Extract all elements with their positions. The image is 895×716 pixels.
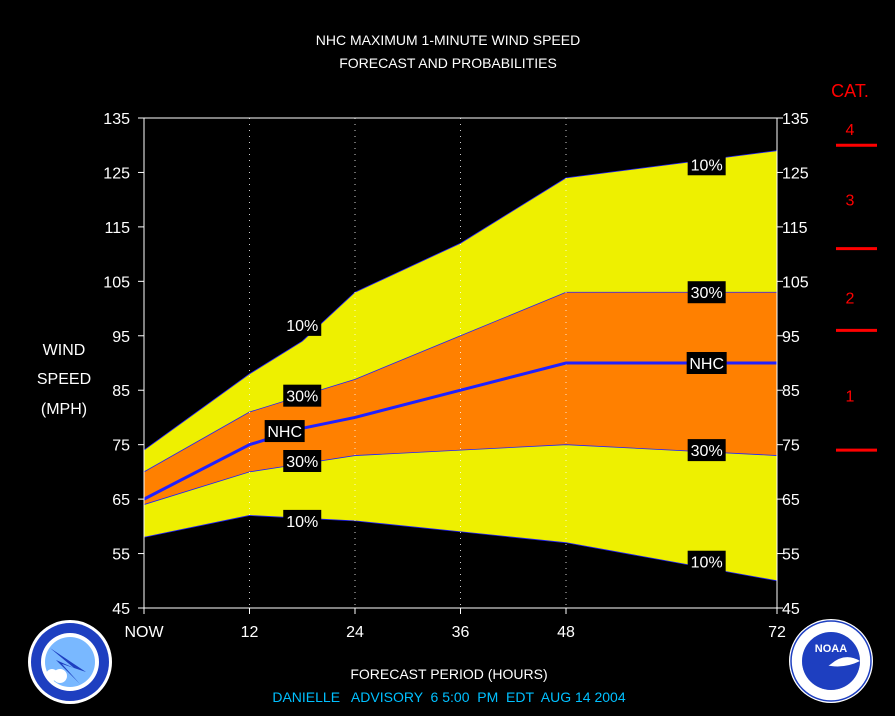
nws-logo xyxy=(28,620,112,704)
x-tick-label-36: 36 xyxy=(452,624,470,641)
band-label-5: 10% xyxy=(691,157,723,174)
y-tick-label-left-135: 135 xyxy=(103,111,130,128)
category-label-1: 1 xyxy=(846,389,855,406)
band-label-bg-2 xyxy=(264,420,305,443)
band-labels: 10% 30% NHC 30% 10% 10% 30% NHC 30% 10% xyxy=(264,153,727,573)
y-tick-label-left-115: 115 xyxy=(104,220,130,237)
nhc-forecast-line xyxy=(143,361,777,501)
y-tick-label-right-135: 135 xyxy=(782,111,809,128)
y-axis-label-line1: WIND xyxy=(43,342,86,359)
chart-title-line1: NHC MAXIMUM 1-MINUTE WIND SPEED xyxy=(316,32,580,48)
x-tick-label-72: 72 xyxy=(768,624,786,641)
band-label-bg-1 xyxy=(283,384,322,407)
y-tick-label-right-75: 75 xyxy=(782,438,800,455)
band-label-bg-9 xyxy=(687,550,726,573)
x-axis-label: FORECAST PERIOD (HOURS) xyxy=(350,666,547,682)
category-label-2: 2 xyxy=(846,291,855,308)
y-tick-label-right-65: 65 xyxy=(782,492,800,509)
y-tick-label-left-95: 95 xyxy=(112,329,130,346)
y-tick-label-right-55: 55 xyxy=(782,547,800,564)
x-tick-label-NOW: NOW xyxy=(124,624,164,641)
y-tick-label-left-45: 45 xyxy=(112,601,130,618)
advisory-text: DANIELLE ADVISORY 6 5:00 PM EDT AUG 14 2… xyxy=(272,689,626,705)
y-tick-label-right-125: 125 xyxy=(782,165,809,182)
band-label-bg-8 xyxy=(687,439,726,462)
x-tick-label-12: 12 xyxy=(241,624,259,641)
y-tick-label-left-125: 125 xyxy=(103,165,130,182)
x-tick-label-24: 24 xyxy=(346,624,364,641)
category-scale: CAT. 4 3 2 1 xyxy=(831,81,877,452)
y-tick-label-left-105: 105 xyxy=(103,274,130,291)
band-label-3: 30% xyxy=(286,454,318,471)
band-label-1: 30% xyxy=(286,389,318,406)
band-label-0: 10% xyxy=(286,318,318,335)
y-tick-label-left-65: 65 xyxy=(112,492,130,509)
y-axis-label-line3: (MPH) xyxy=(41,401,87,418)
nhc-forecast-polyline xyxy=(143,361,777,501)
y-tick-label-left-75: 75 xyxy=(112,438,130,455)
lightning-icon xyxy=(50,648,86,684)
x-tick-label-48: 48 xyxy=(557,624,575,641)
y-tick-label-right-85: 85 xyxy=(782,383,800,400)
category-label-3: 3 xyxy=(846,193,855,210)
band-label-2: NHC xyxy=(267,424,302,441)
y-axis-label-line2: SPEED xyxy=(37,371,91,388)
band-label-bg-7 xyxy=(686,352,727,374)
band-label-4: 10% xyxy=(286,514,318,531)
y-tick-label-right-45: 45 xyxy=(782,601,800,618)
band-label-bg-5 xyxy=(687,153,726,176)
band-label-bg-3 xyxy=(283,450,322,472)
band-label-7: NHC xyxy=(689,356,724,373)
vertical-gridlines xyxy=(249,118,567,608)
band-label-6: 30% xyxy=(691,285,723,302)
band-label-9: 10% xyxy=(691,555,723,572)
band-label-bg-0 xyxy=(283,313,322,336)
band-label-8: 30% xyxy=(691,443,723,460)
category-title: CAT. xyxy=(831,81,869,101)
category-label-4: 4 xyxy=(846,122,855,139)
axes: 45 45 55 55 65 65 75 75 85 85 95 95 105 105 115 115 125 1… xyxy=(103,111,809,641)
band-label-bg-6 xyxy=(687,281,726,304)
y-tick-label-left-85: 85 xyxy=(112,383,130,400)
band-edge-lower-inner xyxy=(143,444,778,505)
y-tick-label-right-95: 95 xyxy=(782,329,800,346)
noaa-logo: NOAA xyxy=(789,619,873,703)
band-label-bg-4 xyxy=(283,509,322,532)
y-tick-label-left-55: 55 xyxy=(112,547,130,564)
chart-title-line2: FORECAST AND PROBABILITIES xyxy=(339,55,557,71)
y-tick-label-right-105: 105 xyxy=(782,274,809,291)
noaa-logo-text: NOAA xyxy=(815,643,847,655)
y-tick-label-right-115: 115 xyxy=(782,220,808,237)
